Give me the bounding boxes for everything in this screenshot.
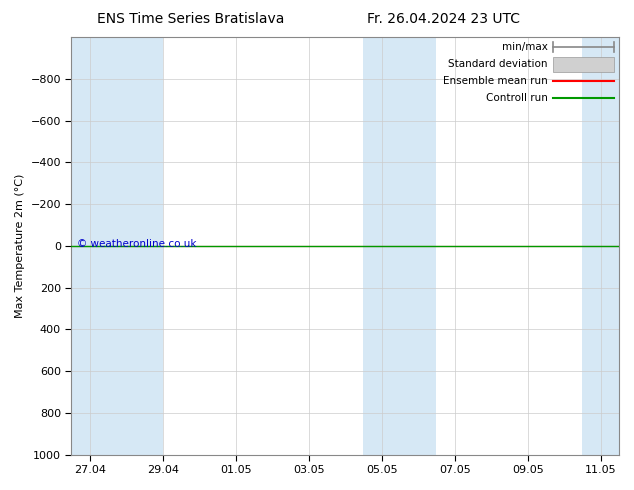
Text: © weatheronline.co.uk: © weatheronline.co.uk — [77, 239, 197, 249]
Text: Fr. 26.04.2024 23 UTC: Fr. 26.04.2024 23 UTC — [367, 12, 521, 26]
Bar — [553, 57, 614, 72]
Y-axis label: Max Temperature 2m (°C): Max Temperature 2m (°C) — [15, 173, 25, 318]
Text: Standard deviation: Standard deviation — [448, 59, 548, 69]
Text: ENS Time Series Bratislava: ENS Time Series Bratislava — [96, 12, 284, 26]
Bar — [72, 37, 163, 455]
Text: Controll run: Controll run — [486, 93, 548, 102]
Bar — [583, 37, 619, 455]
Bar — [363, 37, 436, 455]
Text: min/max: min/max — [502, 43, 548, 52]
Text: Ensemble mean run: Ensemble mean run — [443, 76, 548, 86]
